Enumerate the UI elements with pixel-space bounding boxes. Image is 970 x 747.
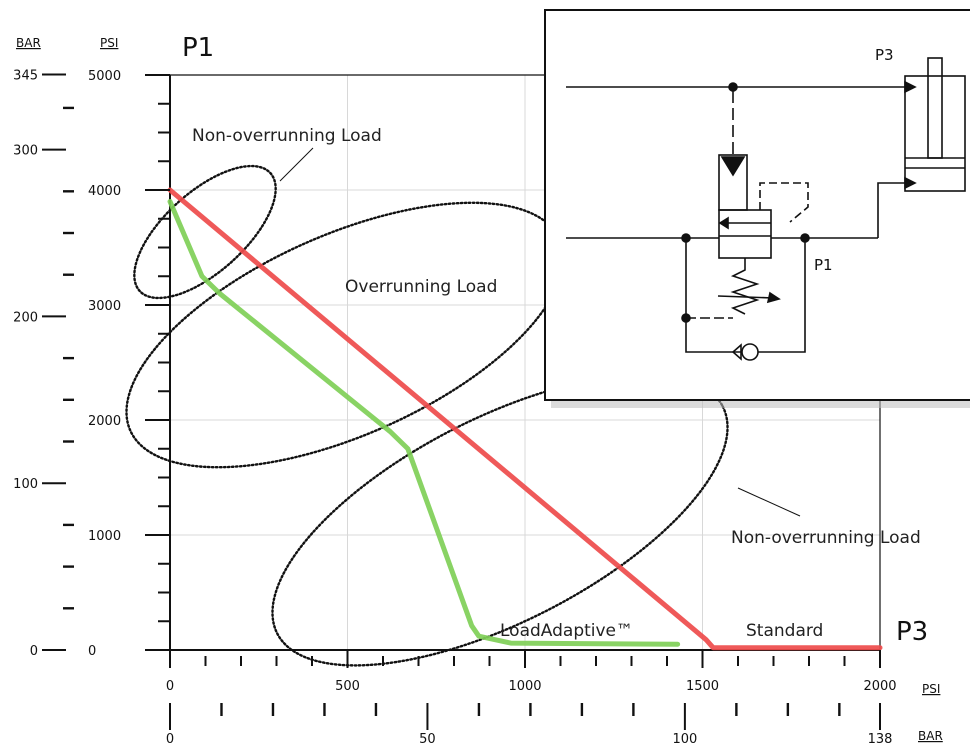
annotation-leader-lower [737, 487, 801, 517]
x-bar-tick-label: 50 [419, 732, 436, 747]
y-psi-tick-label: 1000 [88, 529, 121, 544]
y-bar-tick-label: 345 [13, 69, 38, 84]
y-bar-tick-label: 200 [13, 310, 38, 325]
x-psi-tick-label: 0 [166, 679, 174, 694]
y-psi-tick-label: 5000 [88, 69, 121, 84]
inset-label-p1: P1 [814, 256, 833, 274]
x-bar-tick-label: 138 [868, 732, 893, 747]
y-unit-bar-label: BAR [16, 36, 41, 50]
y-psi-tick-label: 2000 [88, 414, 121, 429]
x-axis-title: P3 [896, 617, 928, 647]
series-group [167, 187, 883, 651]
annotation-leader-upper [279, 147, 314, 182]
ellipse-nonoverrunning-upper [133, 164, 277, 300]
series-line-1 [167, 199, 681, 647]
x-unit-psi-label: PSI [922, 682, 940, 696]
y-bar-tick-label: 100 [13, 477, 38, 492]
x-psi-tick-label: 500 [335, 679, 360, 694]
x-bar-tick-label: 100 [672, 732, 697, 747]
x-unit-bar-label: BAR [918, 729, 943, 743]
x-psi-tick-label: 2000 [863, 679, 896, 694]
inset-label-p3: P3 [875, 46, 894, 64]
x-psi-tick-label: 1500 [686, 679, 719, 694]
series-label-standard: Standard [746, 621, 823, 641]
x-bar-tick-label: 0 [166, 732, 174, 747]
inset-schematic: P3 P1 [544, 9, 970, 408]
y-unit-psi-label: PSI [100, 36, 118, 50]
x-psi-tick-label: 1000 [508, 679, 541, 694]
series-line-0 [167, 187, 883, 651]
y-psi-tick-label: 4000 [88, 184, 121, 199]
annotation-nonoverrunning-upper: Non-overrunning Load [192, 126, 382, 146]
y-bar-tick-label: 300 [13, 144, 38, 159]
y-psi-tick-label: 3000 [88, 299, 121, 314]
annotation-overrunning: Overrunning Load [345, 277, 497, 297]
y-psi-tick-label: 0 [88, 644, 96, 659]
inset-frame [544, 9, 970, 401]
y-bar-tick-label: 0 [30, 644, 38, 659]
y-axis-title: P1 [182, 33, 214, 63]
series-label-loadadaptive: LoadAdaptive™ [500, 621, 633, 641]
annotation-nonoverrunning-lower: Non-overrunning Load [731, 528, 921, 548]
